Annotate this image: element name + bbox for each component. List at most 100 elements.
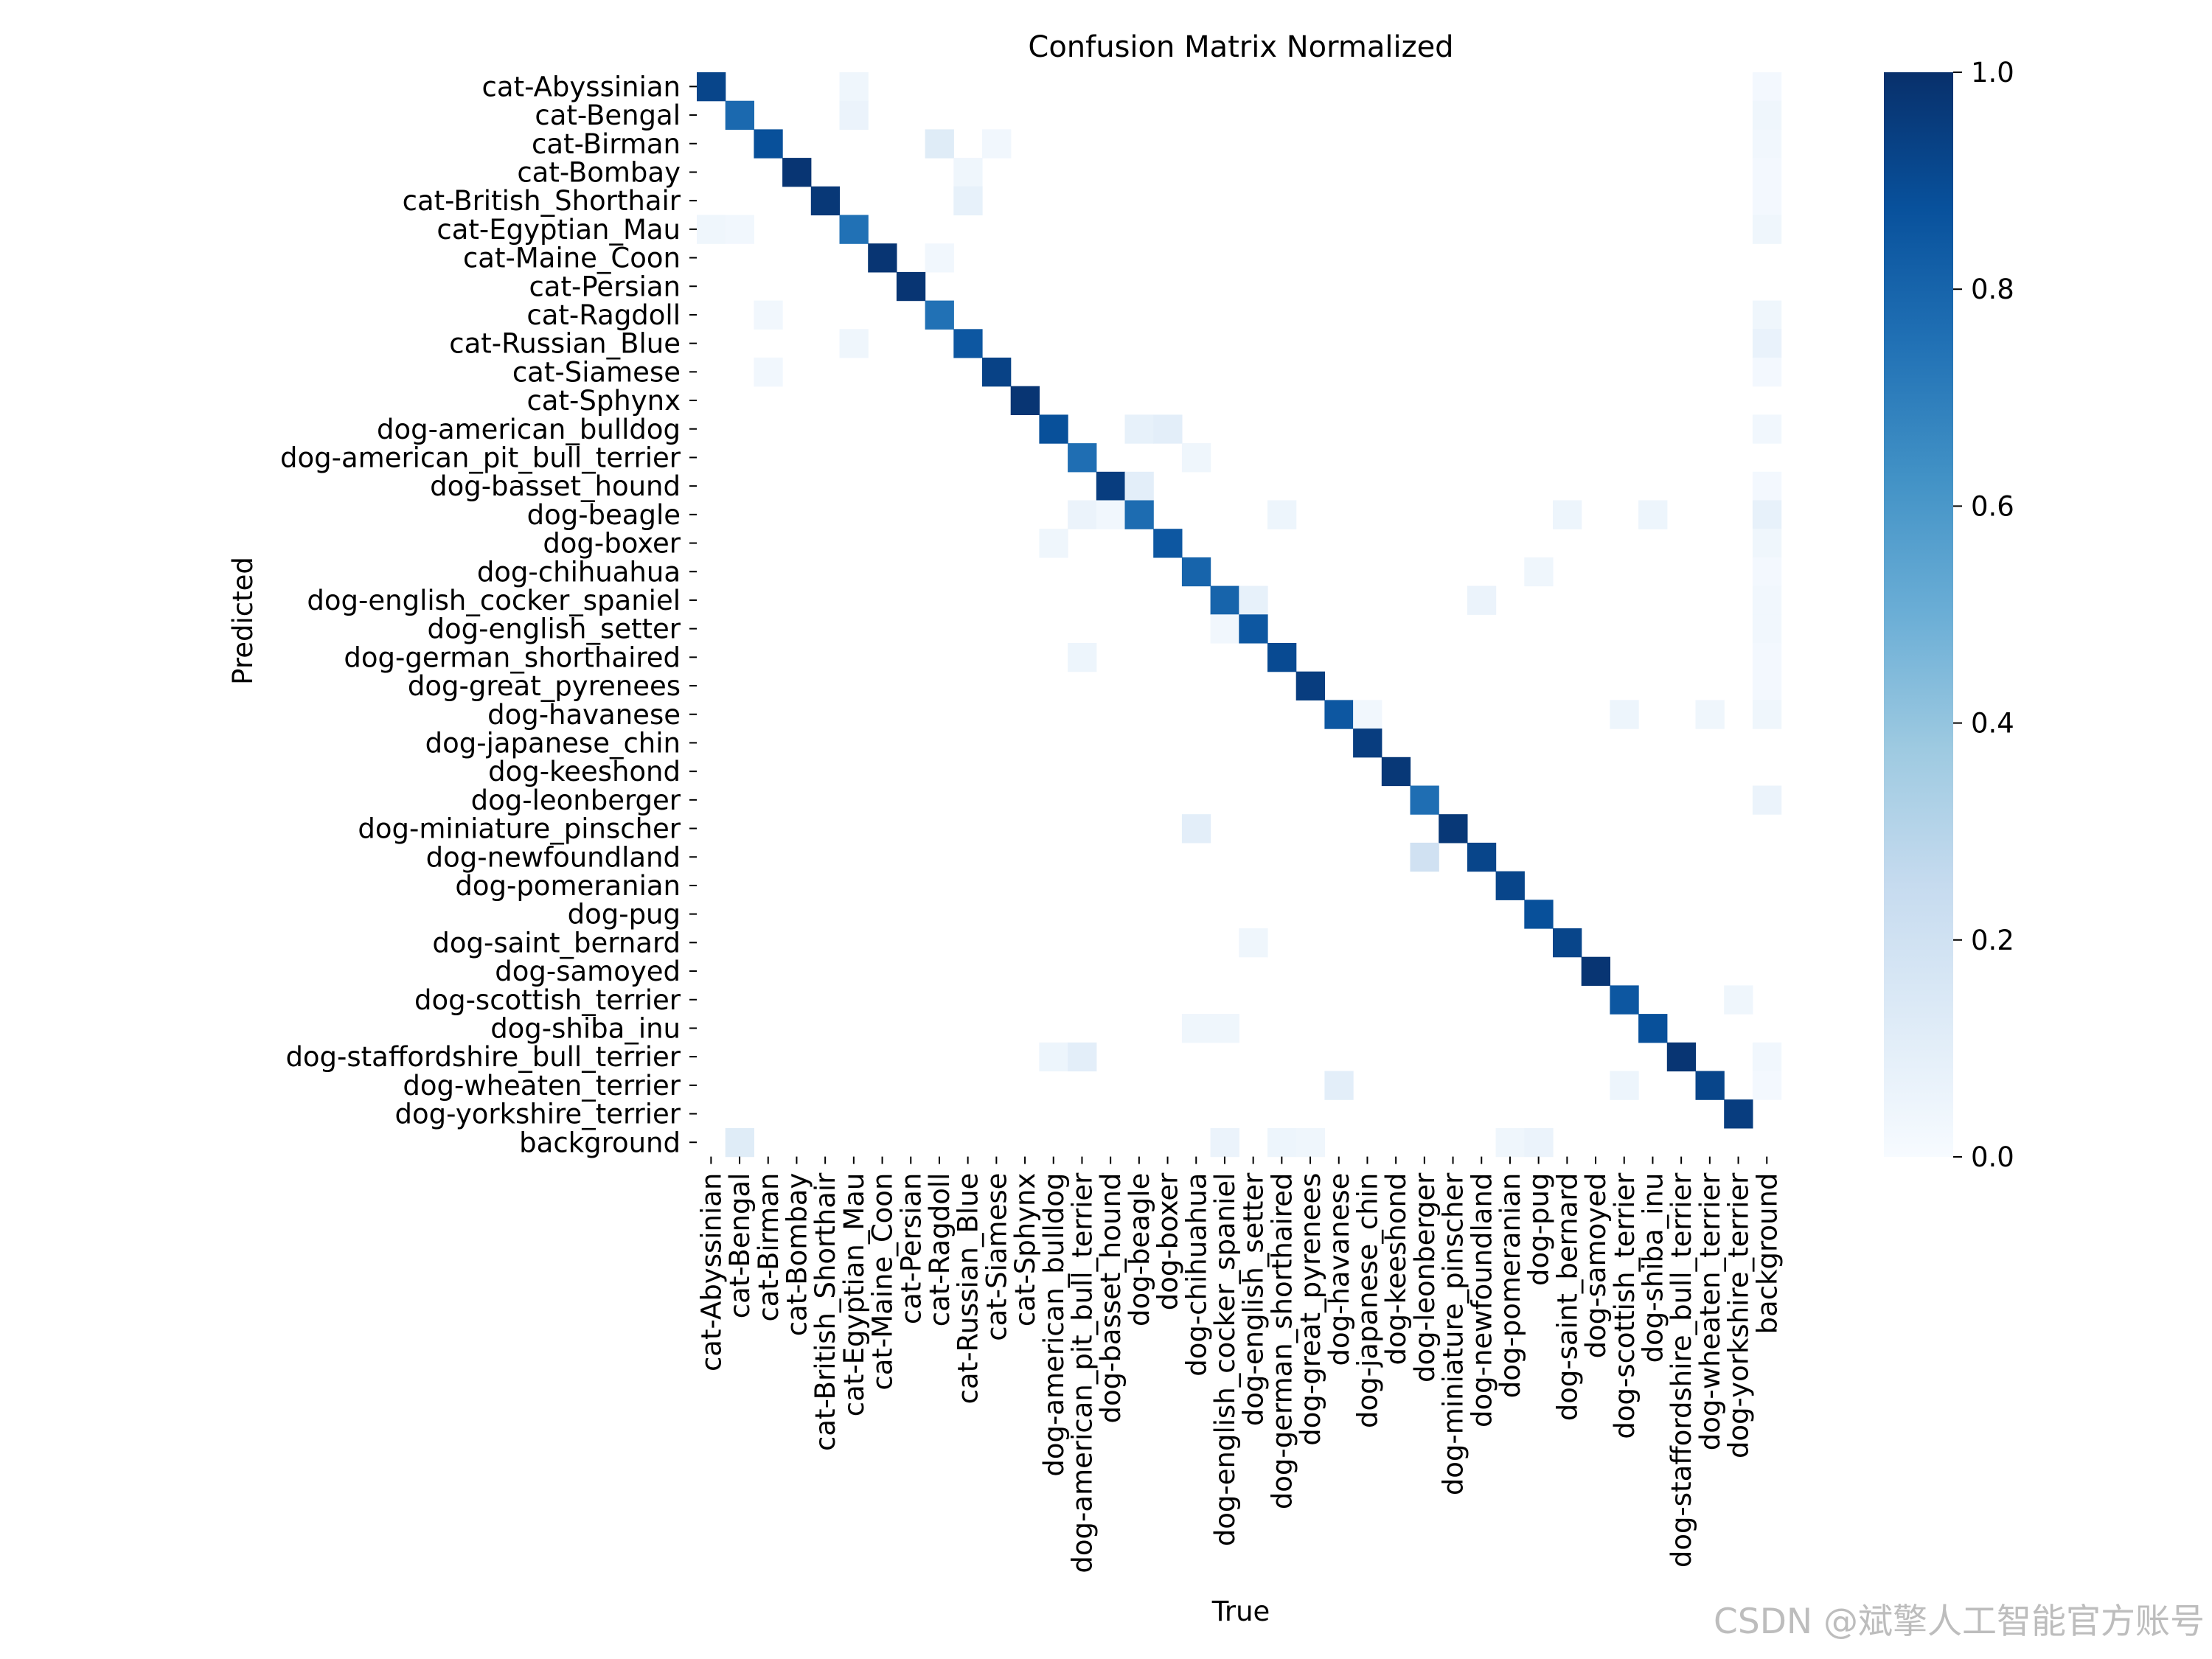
cell-dog-american-bulldog-vs-dog-beagle [1124, 414, 1154, 444]
colorbar-ticks: 0.0 0.2 0.4 0.6 0.8 1.0 [1953, 57, 2014, 1173]
y-tick-label-cat-abyssinian: cat-Abyssinian [482, 71, 681, 102]
cell-cat-bengal-vs-background [1752, 100, 1782, 130]
cell-dog-saint-bernard-vs-dog-saint-bernard [1553, 928, 1582, 958]
colorbar [1884, 72, 1953, 1157]
cell-cat-egyptian-mau-vs-background [1752, 215, 1782, 244]
cell-dog-basset-hound-vs-background [1752, 471, 1782, 501]
cell-dog-havanese-vs-dog-japanese-chin [1353, 700, 1382, 729]
cell-dog-leonberger-vs-dog-leonberger [1410, 785, 1439, 815]
colorbar-tick-label: 0.8 [1971, 274, 2014, 305]
y-tick-label-cat-bombay: cat-Bombay [517, 156, 681, 188]
cell-dog-great-pyrenees-vs-dog-great-pyrenees [1295, 671, 1325, 700]
cell-cat-russian-blue-vs-cat-egyptian-mau [839, 329, 869, 358]
cell-cat-bengal-vs-cat-egyptian-mau [839, 100, 869, 130]
cell-cat-british-shorthair-vs-cat-russian-blue [953, 186, 983, 216]
y-tick-label-cat-british-shorthair: cat-British_Shorthair [403, 185, 681, 217]
cell-dog-american-bulldog-vs-dog-american-bulldog [1039, 414, 1068, 444]
x-tick-label-dog-wheaten-terrier: dog-wheaten_terrier [1694, 1172, 1726, 1450]
cell-cat-birman-vs-cat-siamese [982, 129, 1012, 159]
cell-dog-american-pit-bull-terrier-vs-dog-american-pit-bull-terrier [1068, 443, 1097, 473]
cell-dog-miniature-pinscher-vs-dog-miniature-pinscher [1439, 814, 1468, 844]
cell-dog-beagle-vs-dog-american-pit-bull-terrier [1068, 500, 1097, 529]
cell-dog-wheaten-terrier-vs-dog-wheaten-terrier [1695, 1071, 1725, 1100]
cell-dog-leonberger-vs-background [1752, 785, 1782, 815]
cell-cat-bengal-vs-cat-bengal [725, 100, 754, 130]
x-tick-label-dog-samoyed: dog-samoyed [1580, 1173, 1612, 1359]
x-tick-label-cat-russian-blue: cat-Russian_Blue [953, 1173, 984, 1405]
y-tick-label-dog-miniature-pinscher: dog-miniature_pinscher [358, 813, 681, 845]
cell-dog-pug-vs-dog-pug [1524, 900, 1554, 929]
x-tick-label-dog-english-cocker-spaniel: dog-english_cocker_spaniel [1209, 1173, 1241, 1547]
x-tick-label-dog-german-shorthaired: dog-german_shorthaired [1266, 1173, 1298, 1510]
x-tick-label-dog-saint-bernard: dog-saint_bernard [1551, 1173, 1583, 1422]
x-tick-label-cat-persian: cat-Persian [895, 1173, 927, 1325]
y-tick-label-cat-birman: cat-Birman [532, 128, 681, 160]
cell-dog-pomeranian-vs-dog-pomeranian [1495, 871, 1525, 900]
cell-dog-wheaten-terrier-vs-background [1752, 1071, 1782, 1100]
y-tick-label-dog-english-cocker-spaniel: dog-english_cocker_spaniel [307, 585, 681, 616]
cell-dog-havanese-vs-dog-wheaten-terrier [1695, 700, 1725, 729]
colorbar-tick-label: 0.4 [1971, 708, 2014, 740]
cell-cat-bombay-vs-cat-russian-blue [953, 158, 983, 187]
cell-dog-american-pit-bull-terrier-vs-dog-chihuahua [1181, 443, 1211, 473]
y-tick-label-dog-pug: dog-pug [568, 899, 681, 931]
cell-cat-british-shorthair-vs-cat-british-shorthair [810, 186, 841, 216]
cell-cat-ragdoll-vs-cat-ragdoll [925, 300, 954, 330]
cell-dog-staffordshire-bull-terrier-vs-dog-american-bulldog [1039, 1042, 1068, 1072]
cell-background-vs-cat-bengal [725, 1127, 754, 1158]
cell-cat-russian-blue-vs-cat-russian-blue [953, 329, 983, 358]
cell-dog-beagle-vs-background [1752, 500, 1782, 529]
cell-dog-english-cocker-spaniel-vs-background [1752, 585, 1782, 615]
cell-dog-staffordshire-bull-terrier-vs-dog-staffordshire-bull-terrier [1666, 1042, 1697, 1072]
y-tick-label-dog-great-pyrenees: dog-great_pyrenees [408, 670, 681, 702]
x-axis-title: True [1211, 1596, 1270, 1627]
y-tick-label-background: background [519, 1127, 681, 1158]
cell-dog-japanese-chin-vs-dog-japanese-chin [1353, 728, 1382, 758]
cell-dog-beagle-vs-dog-shiba-inu [1638, 500, 1668, 529]
cell-dog-havanese-vs-background [1752, 700, 1782, 729]
x-tick-label-dog-basset-hound: dog-basset_hound [1095, 1173, 1127, 1424]
x-tick-label-dog-beagle: dog-beagle [1124, 1173, 1155, 1326]
cell-dog-english-cocker-spaniel-vs-dog-newfoundland [1467, 585, 1497, 615]
cell-cat-birman-vs-background [1752, 129, 1782, 159]
cell-cat-british-shorthair-vs-background [1752, 186, 1782, 216]
x-tick-label-dog-newfoundland: dog-newfoundland [1466, 1173, 1498, 1427]
cell-cat-egyptian-mau-vs-cat-abyssinian [697, 215, 726, 244]
cell-cat-abyssinian-vs-background [1752, 72, 1782, 102]
cell-background-vs-dog-pug [1524, 1127, 1554, 1158]
x-tick-label-dog-boxer: dog-boxer [1152, 1172, 1184, 1310]
cell-dog-newfoundland-vs-dog-leonberger [1410, 842, 1439, 872]
colorbar-tick-label: 0.0 [1971, 1141, 2014, 1173]
cell-dog-staffordshire-bull-terrier-vs-dog-american-pit-bull-terrier [1068, 1042, 1097, 1072]
x-tick-label-cat-siamese: cat-Siamese [981, 1173, 1012, 1341]
colorbar-tick-label: 0.2 [1971, 925, 2014, 956]
cell-dog-basset-hound-vs-dog-beagle [1124, 471, 1154, 501]
cell-dog-chihuahua-vs-background [1752, 557, 1782, 587]
cell-dog-havanese-vs-dog-havanese [1324, 700, 1354, 729]
cell-dog-chihuahua-vs-dog-chihuahua [1181, 557, 1211, 587]
cell-cat-egyptian-mau-vs-cat-bengal [725, 215, 754, 244]
x-tick-label-dog-japanese-chin: dog-japanese_chin [1352, 1173, 1383, 1428]
y-tick-label-cat-maine-coon: cat-Maine_Coon [463, 243, 681, 274]
cell-dog-german-shorthaired-vs-dog-german-shorthaired [1267, 643, 1297, 672]
cell-cat-ragdoll-vs-cat-birman [754, 300, 783, 330]
cell-dog-german-shorthaired-vs-background [1752, 643, 1782, 672]
colorbar-tick-label: 1.0 [1971, 57, 2014, 88]
y-tick-label-dog-japanese-chin: dog-japanese_chin [425, 727, 681, 759]
watermark-text: CSDN @斌擎人工智能官方账号 [1714, 1601, 2205, 1642]
cell-dog-great-pyrenees-vs-background [1752, 671, 1782, 700]
y-tick-label-dog-leonberger: dog-leonberger [471, 785, 681, 816]
y-tick-label-dog-english-setter: dog-english_setter [428, 613, 681, 645]
cell-cat-birman-vs-cat-ragdoll [925, 129, 954, 159]
y-tick-label-dog-yorkshire-terrier: dog-yorkshire_terrier [395, 1099, 681, 1130]
heatmap-cells [697, 72, 1782, 1158]
y-tick-label-dog-american-bulldog: dog-american_bulldog [377, 414, 681, 445]
cell-background-vs-dog-pomeranian [1495, 1127, 1525, 1158]
chart-title: Confusion Matrix Normalized [1028, 30, 1453, 64]
cell-background-vs-dog-german-shorthaired [1267, 1127, 1297, 1158]
cell-dog-shiba-inu-vs-dog-chihuahua [1181, 1014, 1211, 1043]
cell-dog-keeshond-vs-dog-keeshond [1381, 757, 1411, 787]
y-tick-label-dog-german-shorthaired: dog-german_shorthaired [344, 641, 681, 673]
x-tick-label-dog-leonberger: dog-leonberger [1409, 1172, 1441, 1382]
x-tick-label-dog-great-pyrenees: dog-great_pyrenees [1295, 1173, 1326, 1446]
